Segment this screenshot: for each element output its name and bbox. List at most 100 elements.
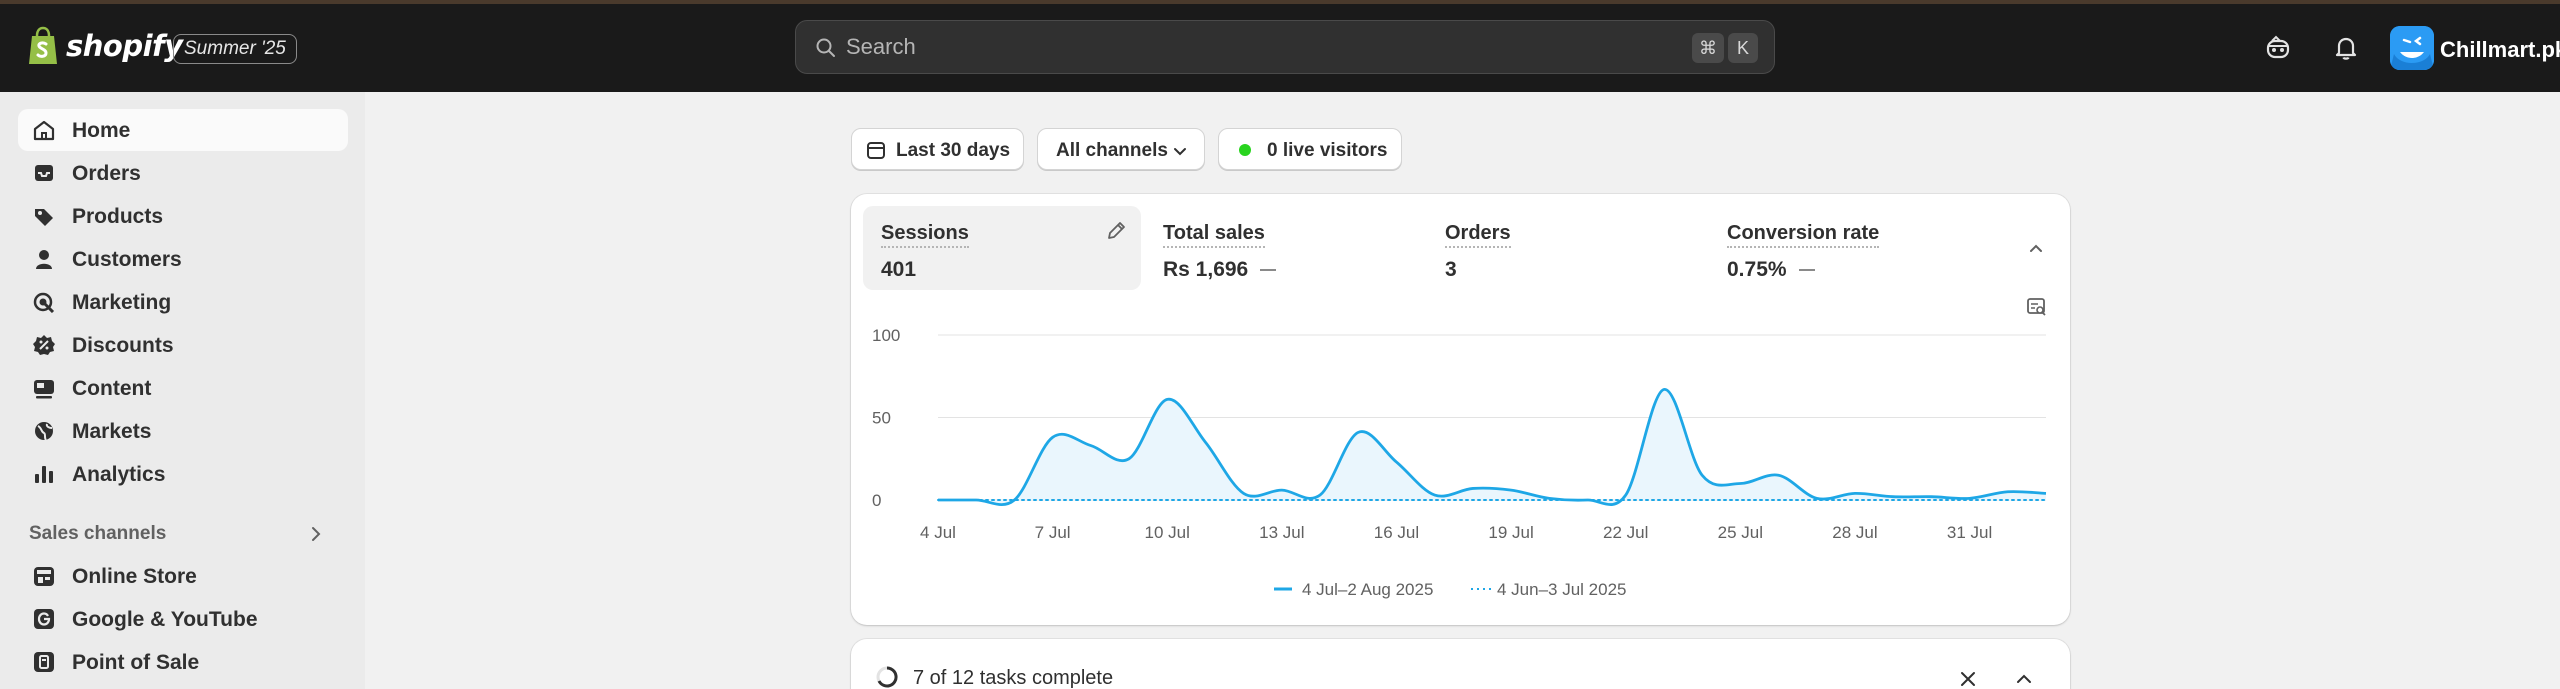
sidebar-item-label: Markets [72,420,152,443]
metric-title: Conversion rate [1727,222,1880,248]
x-tick-label: 13 Jul [1259,523,1304,542]
live-visitors-button[interactable]: 0 live visitors [1218,128,1402,170]
sidebar-item-label: Google & YouTube [72,608,258,631]
top-accent-line [0,0,2560,4]
sidebar-item-markets[interactable]: Markets [18,410,348,452]
top-bar: shopify Summer '25 ⌘ K Chillmart.pk [0,4,2560,92]
shopify-bag-icon [29,26,57,64]
metric-orders[interactable]: Orders 3 [1427,206,1705,290]
shopify-logo[interactable]: shopify [26,26,183,66]
shortcut-key-k: K [1728,33,1758,63]
metric-total-sales[interactable]: Total sales Rs 1,696 [1145,206,1423,290]
sidebar-item-label: Home [72,119,131,142]
bar-chart-icon [35,466,53,483]
progress-ring-icon [876,666,898,688]
date-range-label: Last 30 days [896,140,1011,161]
sidebar-item-marketing[interactable]: Marketing [18,281,348,323]
sidekick-icon[interactable] [2264,34,2292,62]
search-icon [816,38,835,57]
sidebar-item-label: Orders [72,162,141,185]
chevron-down-icon [1174,148,1186,156]
season-badge[interactable]: Summer '25 [173,34,297,64]
sidebar-item-products[interactable]: Products [18,195,348,237]
search-input[interactable] [846,32,1446,62]
setup-tasks-card: 7 of 12 tasks complete [851,639,2070,689]
chevron-up-icon[interactable] [2026,238,2046,258]
sidebar-item-content[interactable]: Content [18,367,348,409]
date-range-button[interactable]: Last 30 days [851,128,1024,170]
discount-icon [33,335,55,355]
sidebar-item-label: Discounts [72,334,174,357]
chevron-right-icon[interactable] [307,525,325,543]
content-icon [34,380,54,399]
no-change-dash [1260,269,1277,272]
metric-title: Orders [1445,222,1511,248]
tag-icon [35,209,53,226]
live-status-dot [1239,144,1251,156]
home-icon [33,120,55,141]
sidebar-item-home[interactable]: Home [18,109,348,151]
legend-label-previous: 4 Jun–3 Jul 2025 [1497,580,1627,599]
tasks-progress-text: 7 of 12 tasks complete [913,667,1114,689]
sidebar-item-label: Customers [72,248,182,271]
legend-label-current: 4 Jul–2 Aug 2025 [1302,580,1433,599]
sales-channels-heading[interactable]: Sales channels [29,523,167,544]
chart-options-icon[interactable] [2025,296,2047,318]
channels-dropdown[interactable]: All channels [1037,128,1205,170]
x-tick-label: 16 Jul [1374,523,1419,542]
metric-value-text: Rs 1,696 [1163,258,1249,281]
google-icon [34,609,54,629]
y-tick-label: 100 [872,326,900,345]
person-icon [36,250,52,269]
sidebar: Home Orders Products Customers Marketing… [0,92,365,689]
bell-icon[interactable] [2332,34,2360,62]
pencil-icon[interactable] [1105,220,1127,242]
metric-sessions[interactable]: Sessions 401 [863,206,1141,290]
search-bar[interactable]: ⌘ K [795,20,1775,74]
sidebar-item-label: Content [72,377,152,400]
metric-value: 0.75% [1727,258,1815,282]
x-tick-label: 7 Jul [1035,523,1071,542]
sidebar-item-label: Online Store [72,565,197,588]
channels-label: All channels [1056,140,1168,161]
x-tick-label: 4 Jul [920,523,956,542]
metric-value: 401 [881,258,917,281]
sidebar-item-google-youtube[interactable]: Google & YouTube [18,598,348,640]
metric-value: Rs 1,696 [1163,258,1277,282]
x-tick-label: 19 Jul [1488,523,1533,542]
x-tick-label: 28 Jul [1832,523,1877,542]
x-tick-label: 25 Jul [1718,523,1763,542]
sessions-line-chart: 0 50 100 4 Jul 7 Jul 10 Jul 13 Jul 16 Jul 19 Jul… [872,326,2047,599]
globe-icon [35,422,53,441]
avatar-face-icon [2390,26,2434,70]
sidebar-item-online-store[interactable]: Online Store [18,555,348,597]
x-tick-label: 31 Jul [1947,523,1992,542]
metric-title: Total sales [1163,222,1265,248]
calendar-icon [867,142,885,159]
brand-wordmark: shopify [66,29,183,63]
store-icon [34,567,54,586]
sidebar-item-discounts[interactable]: Discounts [18,324,348,366]
series-line-current [938,388,2047,506]
sidebar-item-customers[interactable]: Customers [18,238,348,280]
metrics-card: Sessions 401 Total sales Rs 1,696 Orders… [851,194,2070,625]
store-name[interactable]: Chillmart.pk [2440,37,2560,62]
sidebar-item-orders[interactable]: Orders [18,152,348,194]
metric-title: Sessions [881,222,969,248]
metric-value: 3 [1445,258,1457,281]
target-icon [33,292,55,313]
sidebar-item-label: Products [72,205,164,228]
x-tick-label: 22 Jul [1603,523,1648,542]
x-tick-label: 10 Jul [1145,523,1190,542]
metric-conversion-rate[interactable]: Conversion rate 0.75% [1709,206,1987,290]
sidebar-item-point-of-sale[interactable]: Point of Sale [18,641,348,683]
shortcut-key-command: ⌘ [1692,33,1724,63]
y-tick-label: 0 [872,491,881,510]
close-icon[interactable] [1958,669,1978,689]
store-avatar[interactable] [2390,26,2434,70]
live-visitors-label: 0 live visitors [1267,140,1388,161]
chevron-up-icon[interactable] [2014,669,2034,689]
sidebar-item-analytics[interactable]: Analytics [18,453,348,495]
inbox-icon [35,165,53,181]
sidebar-item-label: Point of Sale [72,651,200,674]
